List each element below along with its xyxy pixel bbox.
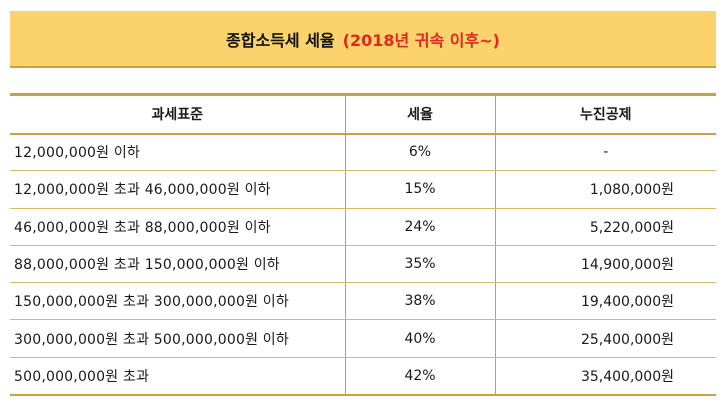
- deduction-cell: 1,080,000원: [494, 170, 716, 209]
- deduction-cell: -: [494, 133, 716, 172]
- tax-rate-cell: 6%: [344, 133, 495, 172]
- tax-base-cell: 88,000,000원 초과 150,000,000원 이하: [10, 245, 345, 284]
- tax-rate-cell: 40%: [344, 319, 495, 358]
- tax-base-cell: 300,000,000원 초과 500,000,000원 이하: [10, 319, 345, 358]
- deduction-cell: 5,220,000원: [494, 208, 716, 246]
- header-progressive-deduction: 누진공제: [494, 93, 716, 135]
- table-row: 500,000,000원 초과 42% 35,400,000원: [10, 357, 716, 396]
- page-subtitle: (2018년 귀속 이후~): [342, 30, 500, 50]
- table-row: 150,000,000원 초과 300,000,000원 이하 38% 19,4…: [10, 282, 716, 321]
- tax-rate-cell: 42%: [344, 357, 495, 396]
- header-tax-base: 과세표준: [10, 93, 345, 135]
- tax-base-cell: 12,000,000원 이하: [10, 133, 345, 172]
- tax-base-cell: 46,000,000원 초과 88,000,000원 이하: [10, 208, 345, 246]
- table-row: 46,000,000원 초과 88,000,000원 이하 24% 5,220,…: [10, 208, 716, 246]
- title-banner: 종합소득세 세율 (2018년 귀속 이후~): [10, 11, 716, 68]
- deduction-cell: 19,400,000원: [494, 282, 716, 321]
- table-row: 300,000,000원 초과 500,000,000원 이하 40% 25,4…: [10, 319, 716, 358]
- tax-rate-cell: 38%: [344, 282, 495, 321]
- tax-rate-table: 과세표준 세율 누진공제 12,000,000원 이하 6% - 12,000,…: [10, 93, 716, 396]
- tax-rate-cell: 15%: [344, 170, 495, 209]
- table-row: 12,000,000원 이하 6% -: [10, 133, 716, 172]
- tax-base-cell: 500,000,000원 초과: [10, 357, 345, 396]
- tax-rate-cell: 35%: [344, 245, 495, 284]
- page-title: 종합소득세 세율: [226, 30, 335, 50]
- table-header-row: 과세표준 세율 누진공제: [10, 93, 716, 135]
- tax-base-cell: 12,000,000원 초과 46,000,000원 이하: [10, 170, 345, 209]
- deduction-cell: 35,400,000원: [494, 357, 716, 396]
- table-row: 88,000,000원 초과 150,000,000원 이하 35% 14,90…: [10, 245, 716, 284]
- tax-rate-cell: 24%: [344, 208, 495, 246]
- deduction-cell: 25,400,000원: [494, 319, 716, 358]
- header-tax-rate: 세율: [344, 93, 495, 135]
- table-row: 12,000,000원 초과 46,000,000원 이하 15% 1,080,…: [10, 170, 716, 209]
- deduction-cell: 14,900,000원: [494, 245, 716, 284]
- tax-base-cell: 150,000,000원 초과 300,000,000원 이하: [10, 282, 345, 321]
